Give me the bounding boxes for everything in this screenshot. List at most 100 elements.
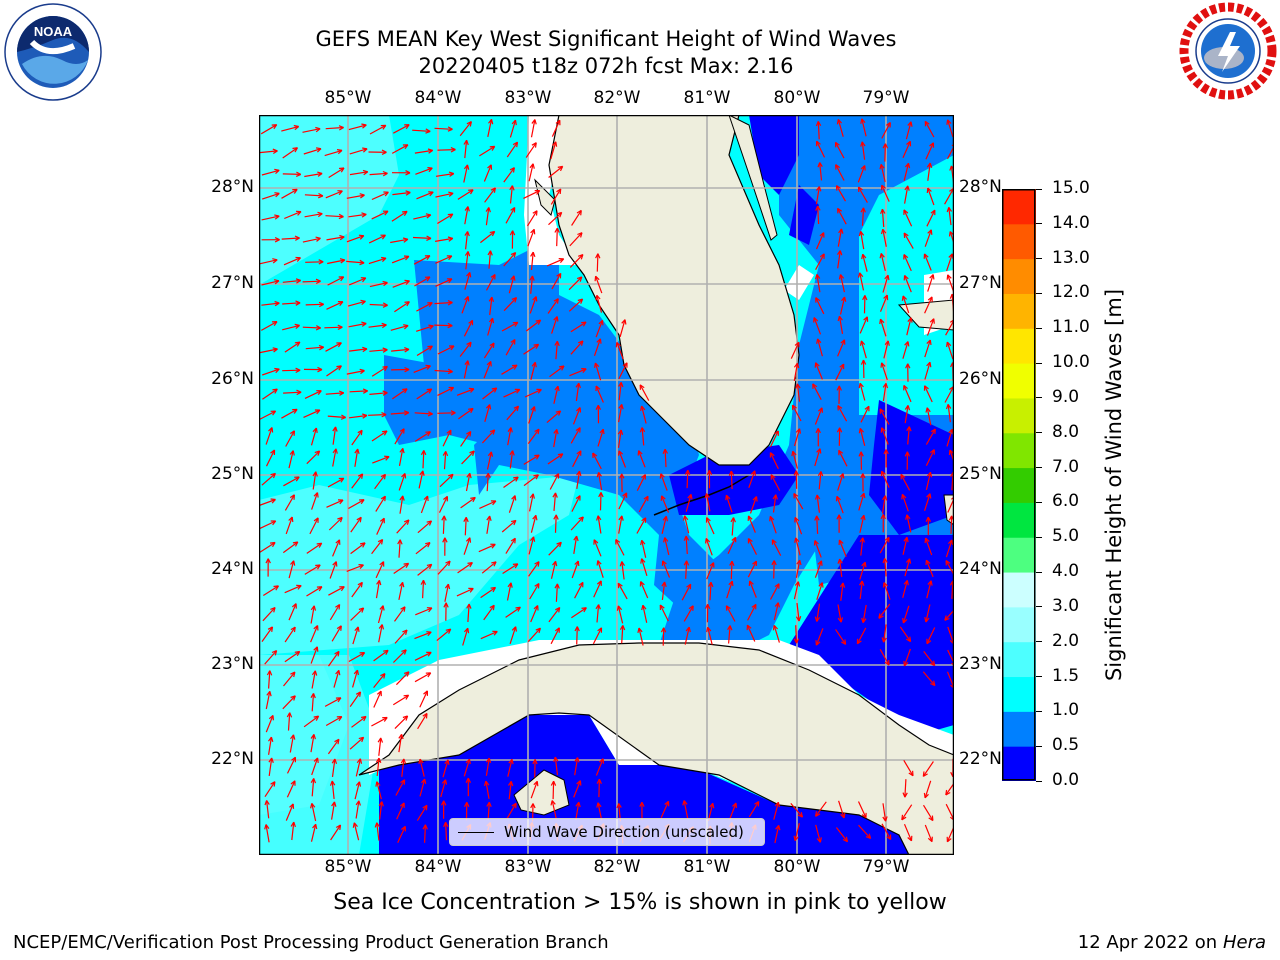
wave-direction-arrowhead [289, 430, 295, 436]
wave-direction-arrowhead [905, 636, 912, 643]
wave-direction-arrow [571, 495, 581, 512]
cuba-land [358, 642, 954, 855]
wave-direction-arrow [816, 603, 821, 622]
wave-direction-arrowhead [595, 253, 601, 259]
wave-direction-arrow [487, 318, 494, 336]
wave-direction-arrowhead [926, 187, 932, 194]
wave-direction-arrow [399, 495, 404, 514]
wave-direction-arrow [927, 187, 935, 206]
wave-direction-arrowhead [946, 274, 952, 280]
wave-direction-arrowhead [618, 381, 624, 388]
wave-direction-arrowhead [725, 494, 731, 501]
wave-direction-arrowhead [884, 659, 890, 666]
wave-direction-arrowhead [553, 298, 559, 304]
wave-direction-arrowhead [314, 409, 321, 415]
wave-direction-arrowhead [267, 626, 274, 632]
wave-direction-arrow [419, 758, 425, 777]
wave-direction-arrow [593, 539, 602, 557]
wave-direction-arrow [445, 822, 448, 841]
wave-direction-arrowhead [880, 208, 886, 215]
wave-direction-arrow [464, 272, 471, 290]
wave-direction-arrowhead [314, 450, 321, 456]
wave-direction-arrow [771, 539, 782, 556]
wave-direction-arrowhead [403, 562, 410, 569]
wave-direction-arrow [636, 474, 646, 491]
wave-direction-arrowhead [426, 235, 432, 241]
wave-direction-arrow [392, 280, 410, 288]
colorbar-tick-label: 13.0 [1052, 247, 1090, 268]
wave-direction-arrow [325, 716, 343, 727]
wave-direction-arrowhead [554, 340, 560, 347]
colorbar-band [1002, 467, 1036, 503]
wave-direction-arrowhead [427, 148, 434, 154]
wave-direction-arrowhead [529, 163, 535, 169]
wave-direction-arrow [268, 737, 272, 755]
wave-direction-arrowhead [316, 147, 322, 153]
wave-direction-arrowhead [428, 324, 434, 330]
wave-direction-arrowhead [748, 580, 754, 586]
wave-direction-arrow [503, 252, 517, 267]
wave-direction-arrow [398, 539, 401, 558]
wave-direction-arrowhead [488, 296, 495, 302]
wave-direction-arrowhead [575, 407, 582, 413]
wave-field-0.5-1.0-east [659, 115, 954, 675]
wave-direction-arrowhead [444, 583, 451, 590]
wave-direction-arrowhead [771, 560, 777, 566]
wave-direction-arrow [837, 250, 841, 269]
wave-direction-arrowhead [463, 517, 469, 523]
wave-direction-arrow [282, 324, 300, 331]
wave-direction-arrow [639, 384, 650, 401]
wave-direction-arrowhead [509, 185, 515, 191]
wave-direction-arrowhead [271, 124, 278, 130]
wave-direction-arrow [503, 167, 515, 183]
wave-direction-arrowhead [419, 470, 425, 476]
wave-direction-arrowhead [775, 825, 781, 831]
wave-direction-arrowhead [907, 317, 913, 323]
wave-direction-arrowhead [886, 834, 892, 840]
colorbar-tick-label: 11.0 [1052, 317, 1090, 338]
wave-direction-arrow [815, 232, 825, 250]
wave-direction-arrowhead [379, 517, 385, 524]
wave-field-1.5-2.0-north [259, 115, 399, 285]
wave-direction-arrow [327, 738, 340, 755]
wave-direction-arrowhead [576, 276, 583, 282]
wave-direction-arrowhead [290, 821, 296, 828]
wave-direction-arrow [486, 473, 489, 492]
wave-direction-arrow [550, 141, 557, 160]
wave-direction-arrow [259, 150, 278, 154]
wave-direction-arrowhead [362, 413, 368, 419]
wave-direction-arrow [327, 415, 346, 419]
wave-direction-arrowhead [331, 758, 338, 764]
colorbar-tick-label: 9.0 [1052, 386, 1080, 407]
wave-direction-arrow [835, 827, 848, 843]
wave-direction-arrow [878, 603, 891, 619]
wave-direction-arrowhead [294, 341, 301, 347]
wave-direction-arrowhead [272, 347, 278, 353]
lon-tick-top: 80°W [773, 88, 821, 108]
wave-direction-arrow [287, 712, 291, 731]
wave-direction-arrowhead [339, 586, 345, 592]
wave-direction-arrow [923, 651, 936, 666]
wave-direction-arrowhead [640, 405, 646, 412]
wave-direction-arrowhead [858, 428, 864, 434]
wave-direction-arrowhead [399, 447, 405, 454]
wave-direction-arrowhead [292, 408, 298, 414]
wave-direction-arrowhead [815, 640, 821, 646]
wave-direction-arrowhead [464, 231, 470, 237]
wave-direction-arrowhead [512, 141, 519, 148]
wave-direction-arrow [396, 519, 410, 534]
wave-direction-arrowhead [858, 451, 864, 457]
wave-direction-arrow [326, 499, 344, 508]
wave-direction-arrowhead [294, 650, 301, 657]
wave-direction-arrow [570, 516, 584, 531]
wave-direction-arrowhead [596, 778, 602, 784]
wave-direction-arrowhead [270, 472, 276, 479]
wave-direction-arrowhead [882, 558, 888, 564]
wave-direction-arrow [904, 275, 912, 293]
wave-direction-arrow [950, 515, 953, 534]
wave-direction-arrow [485, 207, 490, 226]
wave-direction-arrow [617, 582, 628, 600]
wave-direction-arrowhead [425, 431, 431, 437]
wave-direction-arrow [461, 450, 475, 465]
wave-direction-arrow [883, 340, 889, 359]
